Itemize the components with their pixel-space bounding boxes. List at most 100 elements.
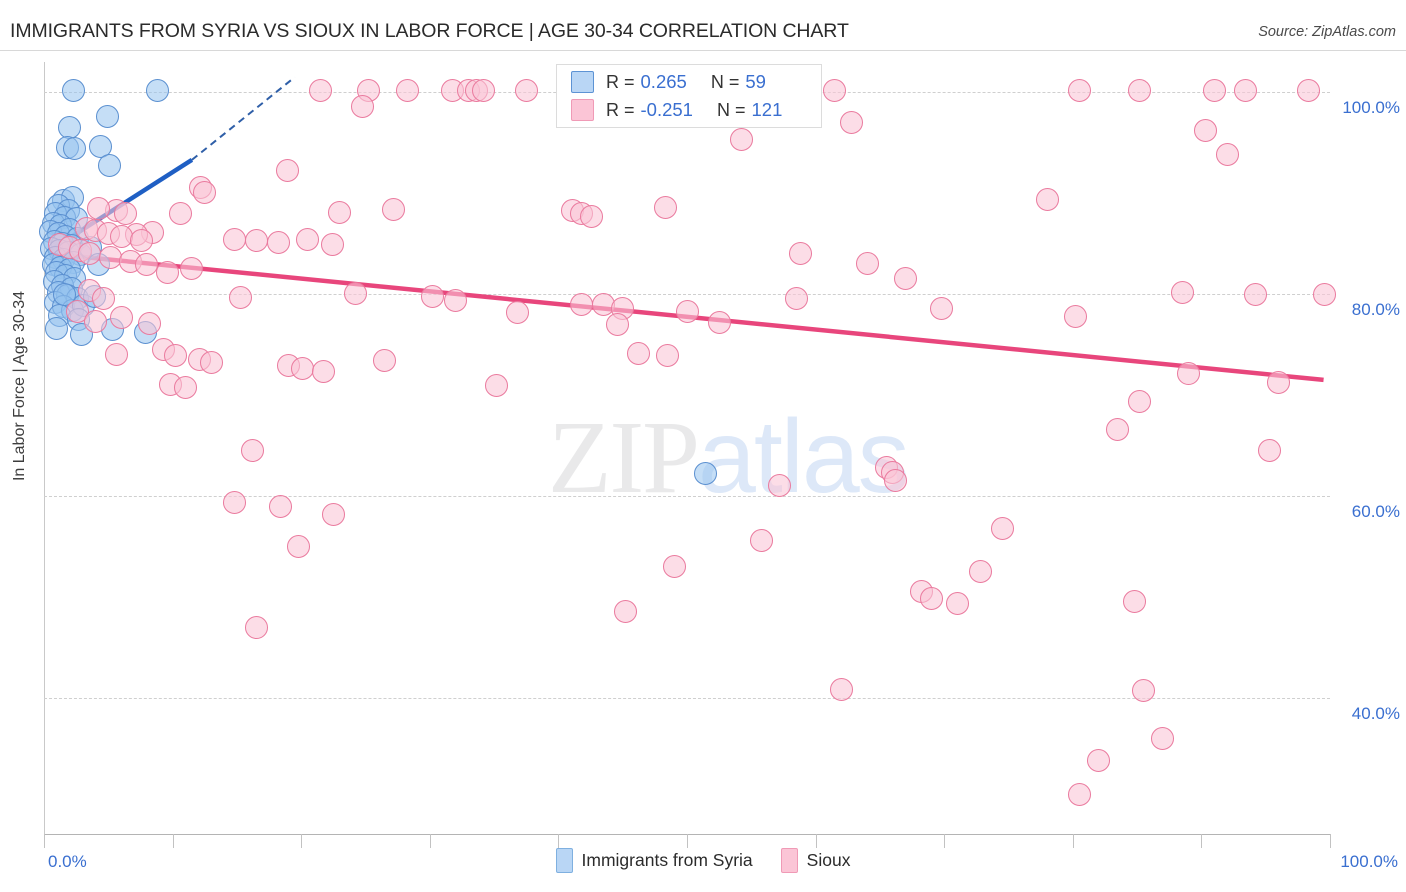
scatter-point-sioux <box>1128 78 1152 102</box>
y-axis-title: In Labor Force | Age 30-34 <box>11 290 28 482</box>
scatter-point-sioux <box>883 469 907 493</box>
scatter-point-sioux <box>91 286 115 310</box>
scatter-point-sioux <box>1177 362 1201 386</box>
scatter-point-sioux <box>163 344 187 368</box>
scatter-point-sioux <box>1151 726 1175 750</box>
gridline-400 <box>44 697 1330 699</box>
scatter-point-sioux <box>396 78 420 102</box>
stat-n-value-syria: 59 <box>745 71 766 92</box>
scatter-point-sioux <box>784 286 808 310</box>
scatter-point-sioux <box>990 516 1014 540</box>
scatter-point-syria <box>62 78 86 102</box>
scatter-point-sioux <box>1087 748 1111 772</box>
legend-label-syria: Immigrants from Syria <box>581 850 753 870</box>
scatter-point-sioux <box>1267 371 1291 395</box>
scatter-point-sioux <box>1296 78 1320 102</box>
scatter-point-sioux <box>1313 282 1337 306</box>
scatter-point-sioux <box>1215 143 1239 167</box>
scatter-point-sioux <box>222 491 246 515</box>
scatter-point-sioux <box>266 231 290 255</box>
x-tick <box>301 834 303 848</box>
trend-line-syria-extension <box>191 76 296 161</box>
scatter-point-sioux <box>1202 78 1226 102</box>
scatter-point-sioux <box>613 600 637 624</box>
scatter-point-sioux <box>653 195 677 219</box>
scatter-point-sioux <box>104 343 128 367</box>
scatter-point-sioux <box>275 159 299 183</box>
x-tick <box>687 834 688 848</box>
scatter-point-sioux <box>1233 78 1257 102</box>
scatter-point-sioux <box>472 78 496 102</box>
legend-item-syria[interactable]: Immigrants from Syria <box>555 848 753 873</box>
scatter-point-sioux <box>829 678 853 702</box>
scatter-point-sioux <box>351 94 375 118</box>
scatter-point-sioux <box>1170 280 1194 304</box>
legend-item-sioux[interactable]: Sioux <box>780 848 851 873</box>
source-attribution: Source: ZipAtlas.com <box>1258 24 1396 40</box>
scatter-point-sioux <box>1106 417 1130 441</box>
scatter-point-sioux <box>580 204 604 228</box>
scatter-point-sioux <box>199 351 223 375</box>
scatter-point-sioux <box>919 587 943 611</box>
x-tick <box>44 834 45 848</box>
scatter-point-sioux <box>788 242 812 266</box>
scatter-point-sioux <box>662 555 686 579</box>
stat-r-label-syria: R = <box>606 71 635 92</box>
scatter-point-sioux <box>729 128 753 152</box>
scatter-point-sioux <box>1128 389 1152 413</box>
series-legend: Immigrants from Syria Sioux <box>0 848 1406 873</box>
scatter-point-sioux <box>1258 439 1282 463</box>
gridline-800 <box>44 294 1330 296</box>
scatter-point-sioux <box>86 196 110 220</box>
scatter-point-sioux <box>750 528 774 552</box>
y-tick-label: 40.0% <box>1351 703 1400 723</box>
scatter-point-sioux <box>155 261 179 285</box>
scatter-point-sioux <box>109 305 133 329</box>
scatter-point-sioux <box>287 534 311 558</box>
scatter-point-sioux <box>930 296 954 320</box>
scatter-point-sioux <box>137 311 161 335</box>
scatter-point-sioux <box>675 299 699 323</box>
scatter-point-sioux <box>606 312 630 336</box>
scatter-point-sioux <box>945 592 969 616</box>
scatter-point-sioux <box>109 225 133 249</box>
x-tick <box>172 834 174 848</box>
scatter-point-sioux <box>321 502 345 526</box>
stat-r-label-sioux: R = <box>606 99 635 120</box>
scatter-point-sioux <box>311 360 335 384</box>
stat-n-value-sioux: 121 <box>751 99 783 120</box>
scatter-point-sioux <box>1193 119 1217 143</box>
x-tick <box>1201 834 1203 848</box>
scatter-point-syria <box>145 78 169 102</box>
y-axis-title-container: In Labor Force | Age 30-34 <box>0 0 40 772</box>
gridline-600 <box>44 495 1330 497</box>
scatter-point-sioux <box>308 78 332 102</box>
scatter-point-sioux <box>444 288 468 312</box>
x-tick <box>1072 834 1074 848</box>
scatter-point-sioux <box>180 257 204 281</box>
scatter-point-sioux <box>328 200 352 224</box>
x-tick <box>429 834 431 848</box>
x-tick-label-min: 0.0% <box>48 852 87 871</box>
scatter-point-syria <box>53 282 77 306</box>
scatter-point-sioux <box>420 284 444 308</box>
scatter-point-sioux <box>240 439 264 463</box>
plot-area <box>38 62 1337 834</box>
scatter-point-sioux <box>1035 187 1059 211</box>
scatter-point-sioux <box>244 229 268 253</box>
scatter-point-sioux <box>113 201 137 225</box>
scatter-point-sioux <box>173 376 197 400</box>
legend-label-sioux: Sioux <box>806 850 851 870</box>
scatter-point-sioux <box>77 242 101 266</box>
legend-swatch-sioux <box>780 848 798 873</box>
scatter-point-syria <box>95 104 119 128</box>
scatter-point-sioux <box>1067 78 1091 102</box>
scatter-point-sioux <box>855 252 879 276</box>
scatter-point-sioux <box>193 180 217 204</box>
scatter-point-syria <box>693 462 717 486</box>
scatter-point-sioux <box>626 342 650 366</box>
scatter-point-syria <box>63 137 87 161</box>
scatter-point-sioux <box>1243 282 1267 306</box>
scatter-point-sioux <box>130 229 154 253</box>
trend-lines <box>46 76 1324 383</box>
